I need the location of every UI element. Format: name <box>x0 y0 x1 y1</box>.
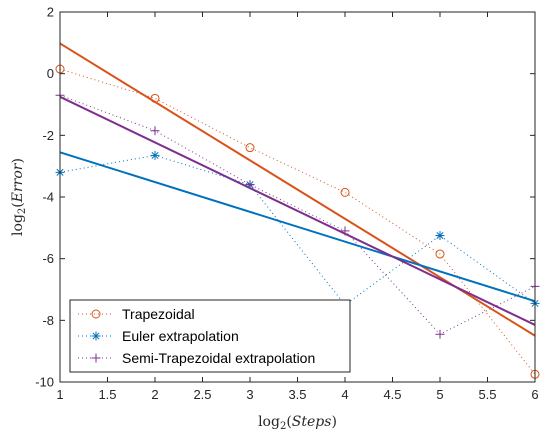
x-tick-label: 6 <box>531 387 538 402</box>
x-tick-label: 1.5 <box>98 387 116 402</box>
data-point <box>435 231 445 241</box>
axis-ticks: 1 1.5 2 2.5 3 3.5 4 4.5 5 5.5 6 2 0 -2 -4 -6 -8 -10 <box>35 5 538 403</box>
series-line-1 <box>59 154 536 306</box>
x-tick-label: 5.5 <box>478 387 496 402</box>
fit-line-2 <box>59 95 536 326</box>
x-tick-label: 5 <box>436 387 443 402</box>
x-tick-label: 3 <box>246 387 253 402</box>
trend-lines <box>59 42 536 337</box>
y-tick-label: 0 <box>47 66 54 81</box>
legend-label-2: Semi-Trapezoidal extrapolation <box>122 350 315 366</box>
x-axis-label: log2(Steps) <box>258 414 337 432</box>
data-point <box>150 93 160 103</box>
x-tick-label: 1 <box>56 387 63 402</box>
y-tick-label: -4 <box>42 190 54 205</box>
x-tick-label: 4.5 <box>383 387 401 402</box>
data-point <box>340 187 350 197</box>
series-line-2 <box>59 94 536 335</box>
data-point <box>150 150 160 160</box>
y-tick-label: -2 <box>42 128 54 143</box>
fit-line-1 <box>59 151 536 303</box>
legend-label-0: Trapezoidal <box>122 306 195 322</box>
data-point <box>245 180 255 190</box>
data-point <box>150 126 160 136</box>
x-tick-label: 3.5 <box>288 387 306 402</box>
y-axis-label: log2(Error) <box>10 158 28 236</box>
legend: Trapezoidal Euler extrapolation Semi-Trape… <box>69 299 351 373</box>
legend-box <box>69 299 351 373</box>
y-tick-label: 2 <box>47 5 54 20</box>
legend-marker-1 <box>91 331 101 341</box>
y-tick-label: -6 <box>42 251 54 266</box>
data-point <box>435 329 445 339</box>
data-point <box>340 226 350 236</box>
x-tick-label: 2 <box>151 387 158 402</box>
y-tick-label: -10 <box>35 375 54 390</box>
data-point <box>435 249 445 259</box>
legend-marker-0 <box>91 309 101 319</box>
legend-marker-2 <box>91 353 101 363</box>
x-tick-label: 2.5 <box>193 387 211 402</box>
data-point <box>245 143 255 153</box>
y-tick-label: -8 <box>42 313 54 328</box>
legend-label-1: Euler extrapolation <box>122 328 239 344</box>
x-tick-label: 4 <box>341 387 348 402</box>
